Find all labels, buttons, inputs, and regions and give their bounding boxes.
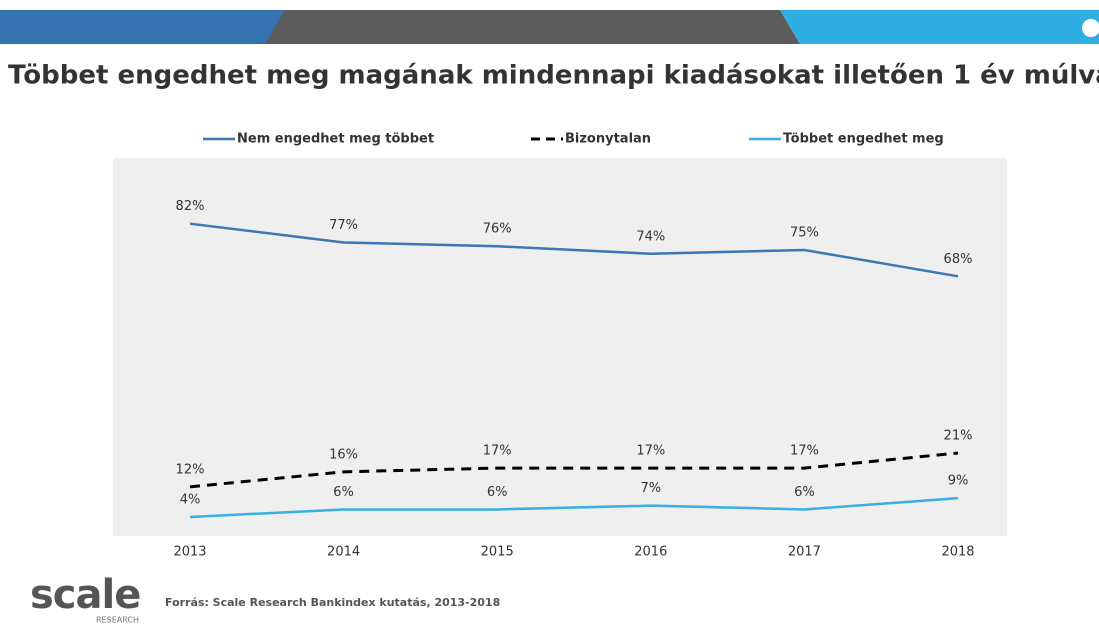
source: Forrás: Scale Research Bankindex kutatás…: [165, 596, 500, 609]
data-label: 68%: [944, 252, 973, 267]
series-line: [189, 451, 959, 489]
legend-label: Nem engedhet meg többet: [237, 132, 434, 147]
x-tick-label: 2015: [481, 545, 514, 560]
x-tick-label: 2016: [634, 545, 667, 560]
legend-label: Többet engedhet meg: [783, 132, 944, 147]
header-bar-right: [780, 10, 1099, 44]
logo: scale: [30, 572, 140, 618]
data-label: 12%: [176, 462, 205, 477]
data-label: 17%: [636, 444, 665, 459]
data-label: 77%: [329, 218, 358, 233]
x-tick-label: 2017: [788, 545, 821, 560]
logo-sub: RESEARCH: [96, 616, 139, 624]
data-label: 17%: [790, 444, 819, 459]
x-tick-label: 2018: [941, 545, 974, 560]
header-bar-left: [0, 10, 285, 44]
data-label: 6%: [794, 485, 815, 500]
data-label: 82%: [176, 199, 205, 214]
chart-title: Többet engedhet meg magának mindennapi k…: [8, 61, 1099, 91]
legend-label: Bizonytalan: [565, 132, 651, 147]
data-label: 16%: [329, 447, 358, 462]
data-label: 6%: [487, 485, 508, 500]
x-tick-label: 2013: [173, 545, 206, 560]
data-label: 6%: [333, 485, 354, 500]
header-icon: [1082, 19, 1099, 37]
data-label: 75%: [790, 226, 819, 241]
data-label: 7%: [640, 481, 661, 496]
x-tick-label: 2014: [327, 545, 360, 560]
data-label: 74%: [636, 229, 665, 244]
data-label: 17%: [483, 444, 512, 459]
series-line: [189, 496, 959, 519]
data-label: 9%: [948, 474, 969, 489]
data-label: 4%: [180, 492, 201, 507]
series-line: [189, 222, 959, 278]
header-bar-middle: [265, 10, 800, 44]
data-label: 76%: [483, 222, 512, 237]
data-label: 21%: [944, 429, 973, 444]
plot-area: [113, 158, 1007, 536]
